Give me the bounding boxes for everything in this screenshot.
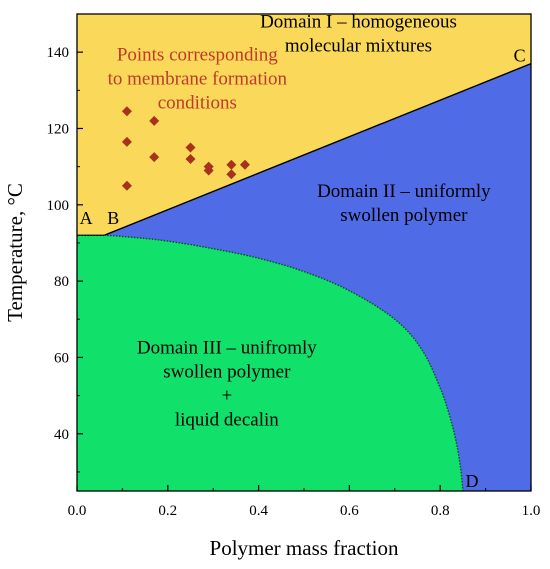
data-point-9 [203,165,214,176]
annotation-line-3: conditions [158,93,237,114]
x-tick-label-0.2: 0.2 [158,503,177,519]
data-point-7 [185,154,196,165]
data-point-5 [149,152,160,163]
x-tick-label-0.0: 0.0 [68,503,87,519]
domain-i-label-line-1: Domain I – homogeneous [260,11,457,32]
x-tick-label-0.4: 0.4 [249,503,268,519]
x-tick-label-0.6: 0.6 [340,503,359,519]
data-point-12 [239,159,250,170]
y-tick-label-40: 40 [54,427,69,443]
y-tick-label-140: 140 [47,45,70,61]
region-domain-iii [77,235,463,491]
data-point-2 [149,115,160,126]
y-axis-title: Temperature, °C [3,183,27,322]
data-point-1 [121,106,132,117]
region-labels: Domain I – homogeneous molecular mixtures… [137,11,491,430]
domain-iii-label-line-1: Domain III – unifromly [137,338,317,359]
data-point-6 [185,142,196,153]
domain-i-label: Domain I – homogeneous molecular mixtures [260,11,457,56]
domain-ii-label-line-1: Domain II – uniformly [317,181,491,202]
domain-ii-label: Domain II – uniformly swollen polymer [317,181,491,226]
domain-iii-label-line-4: liquid decalin [175,410,279,431]
data-point-3 [121,136,132,147]
annotation-line-2: to membrane formation [108,69,288,90]
domain-iii-label: Domain III – unifromly swollen polymer + li… [137,338,317,431]
domain-iii-label-line-2: swollen polymer [163,362,291,383]
annotation-line-1: Points corresponding [117,45,278,66]
phase-boundaries [76,62,532,492]
y-tick-label-100: 100 [47,198,70,214]
annotation-text: Points corresponding to membrane formatio… [108,45,288,114]
point-label-a: A [80,208,93,228]
data-points [121,106,250,191]
data-point-10 [226,159,237,170]
domain-iii-label-line-3: + [221,386,232,407]
y-tick-label-120: 120 [47,121,70,137]
point-label-d: D [465,471,478,491]
point-label-c: C [514,46,526,66]
boundary-lower-curve [76,234,464,492]
data-point-4 [121,180,132,191]
y-tick-label-60: 60 [54,350,69,366]
points-annotation: Points corresponding to membrane formatio… [108,45,288,114]
x-axis-title: Polymer mass fraction [210,536,399,560]
point-label-b: B [107,208,119,228]
domain-ii-label-line-2: swollen polymer [340,205,468,226]
x-tick-label-1.0: 1.0 [522,503,541,519]
x-tick-label-0.8: 0.8 [431,503,450,519]
domain-i-label-line-2: molecular mixtures [285,35,432,56]
point-letter-labels: A B C D [80,46,526,491]
axis-ticks: 0.0 0.2 0.4 0.6 0.8 1.0 40 60 80 100 120 140 [47,45,541,519]
data-point-11 [226,169,237,180]
y-tick-label-80: 80 [54,274,69,290]
